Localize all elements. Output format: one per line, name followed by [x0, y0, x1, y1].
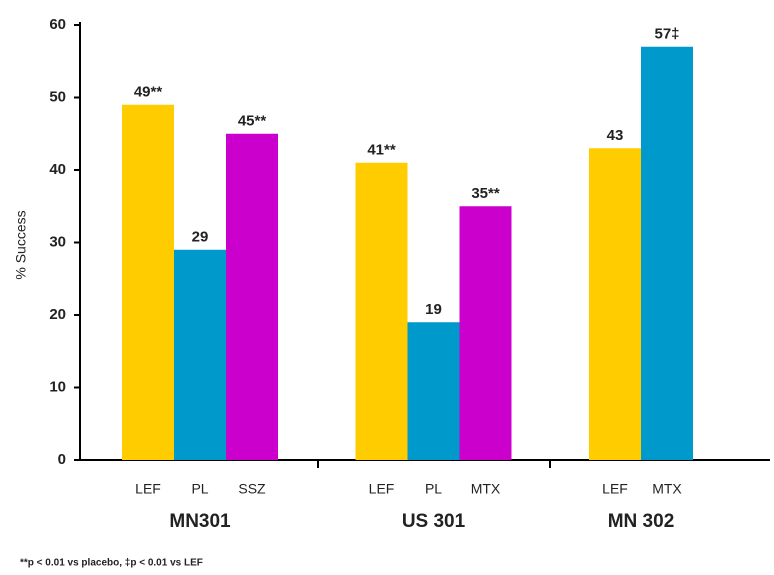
category-label: LEF: [135, 481, 161, 497]
category-label: PL: [191, 481, 208, 497]
y-tick-label: 30: [49, 233, 66, 250]
footnote: **p < 0.01 vs placebo, ‡p < 0.01 vs LEF: [20, 558, 203, 569]
value-label: 41**: [367, 142, 396, 159]
y-tick-label: 60: [49, 16, 66, 33]
bar: [407, 322, 460, 460]
value-label: 19: [425, 301, 442, 318]
category-label: LEF: [602, 481, 628, 497]
y-tick-label: 0: [58, 451, 66, 468]
category-label: MTX: [652, 481, 682, 497]
value-label: 49**: [134, 84, 163, 101]
value-label: 35**: [471, 185, 500, 202]
value-label: 29: [192, 229, 209, 246]
value-label: 43: [607, 127, 624, 144]
y-tick-label: 50: [49, 88, 66, 105]
category-label: MTX: [471, 481, 501, 497]
bar: [355, 162, 408, 460]
y-tick-label: 20: [49, 306, 66, 323]
bar: [459, 206, 512, 460]
bar: [641, 46, 693, 460]
group-label: MN301: [169, 511, 231, 532]
y-tick-label: 10: [49, 378, 66, 395]
bar: [174, 249, 226, 460]
y-tick-label: 40: [49, 161, 66, 178]
value-label: 45**: [238, 113, 267, 130]
category-label: SSZ: [238, 481, 266, 497]
bar: [226, 133, 278, 460]
bar: [589, 148, 641, 460]
y-axis-label: % Success: [13, 210, 29, 279]
value-label: 57‡: [654, 26, 679, 43]
category-label: PL: [425, 481, 442, 497]
bar: [122, 104, 174, 460]
group-label: MN 302: [608, 511, 675, 532]
category-label: LEF: [369, 481, 395, 497]
group-label: US 301: [402, 511, 466, 532]
